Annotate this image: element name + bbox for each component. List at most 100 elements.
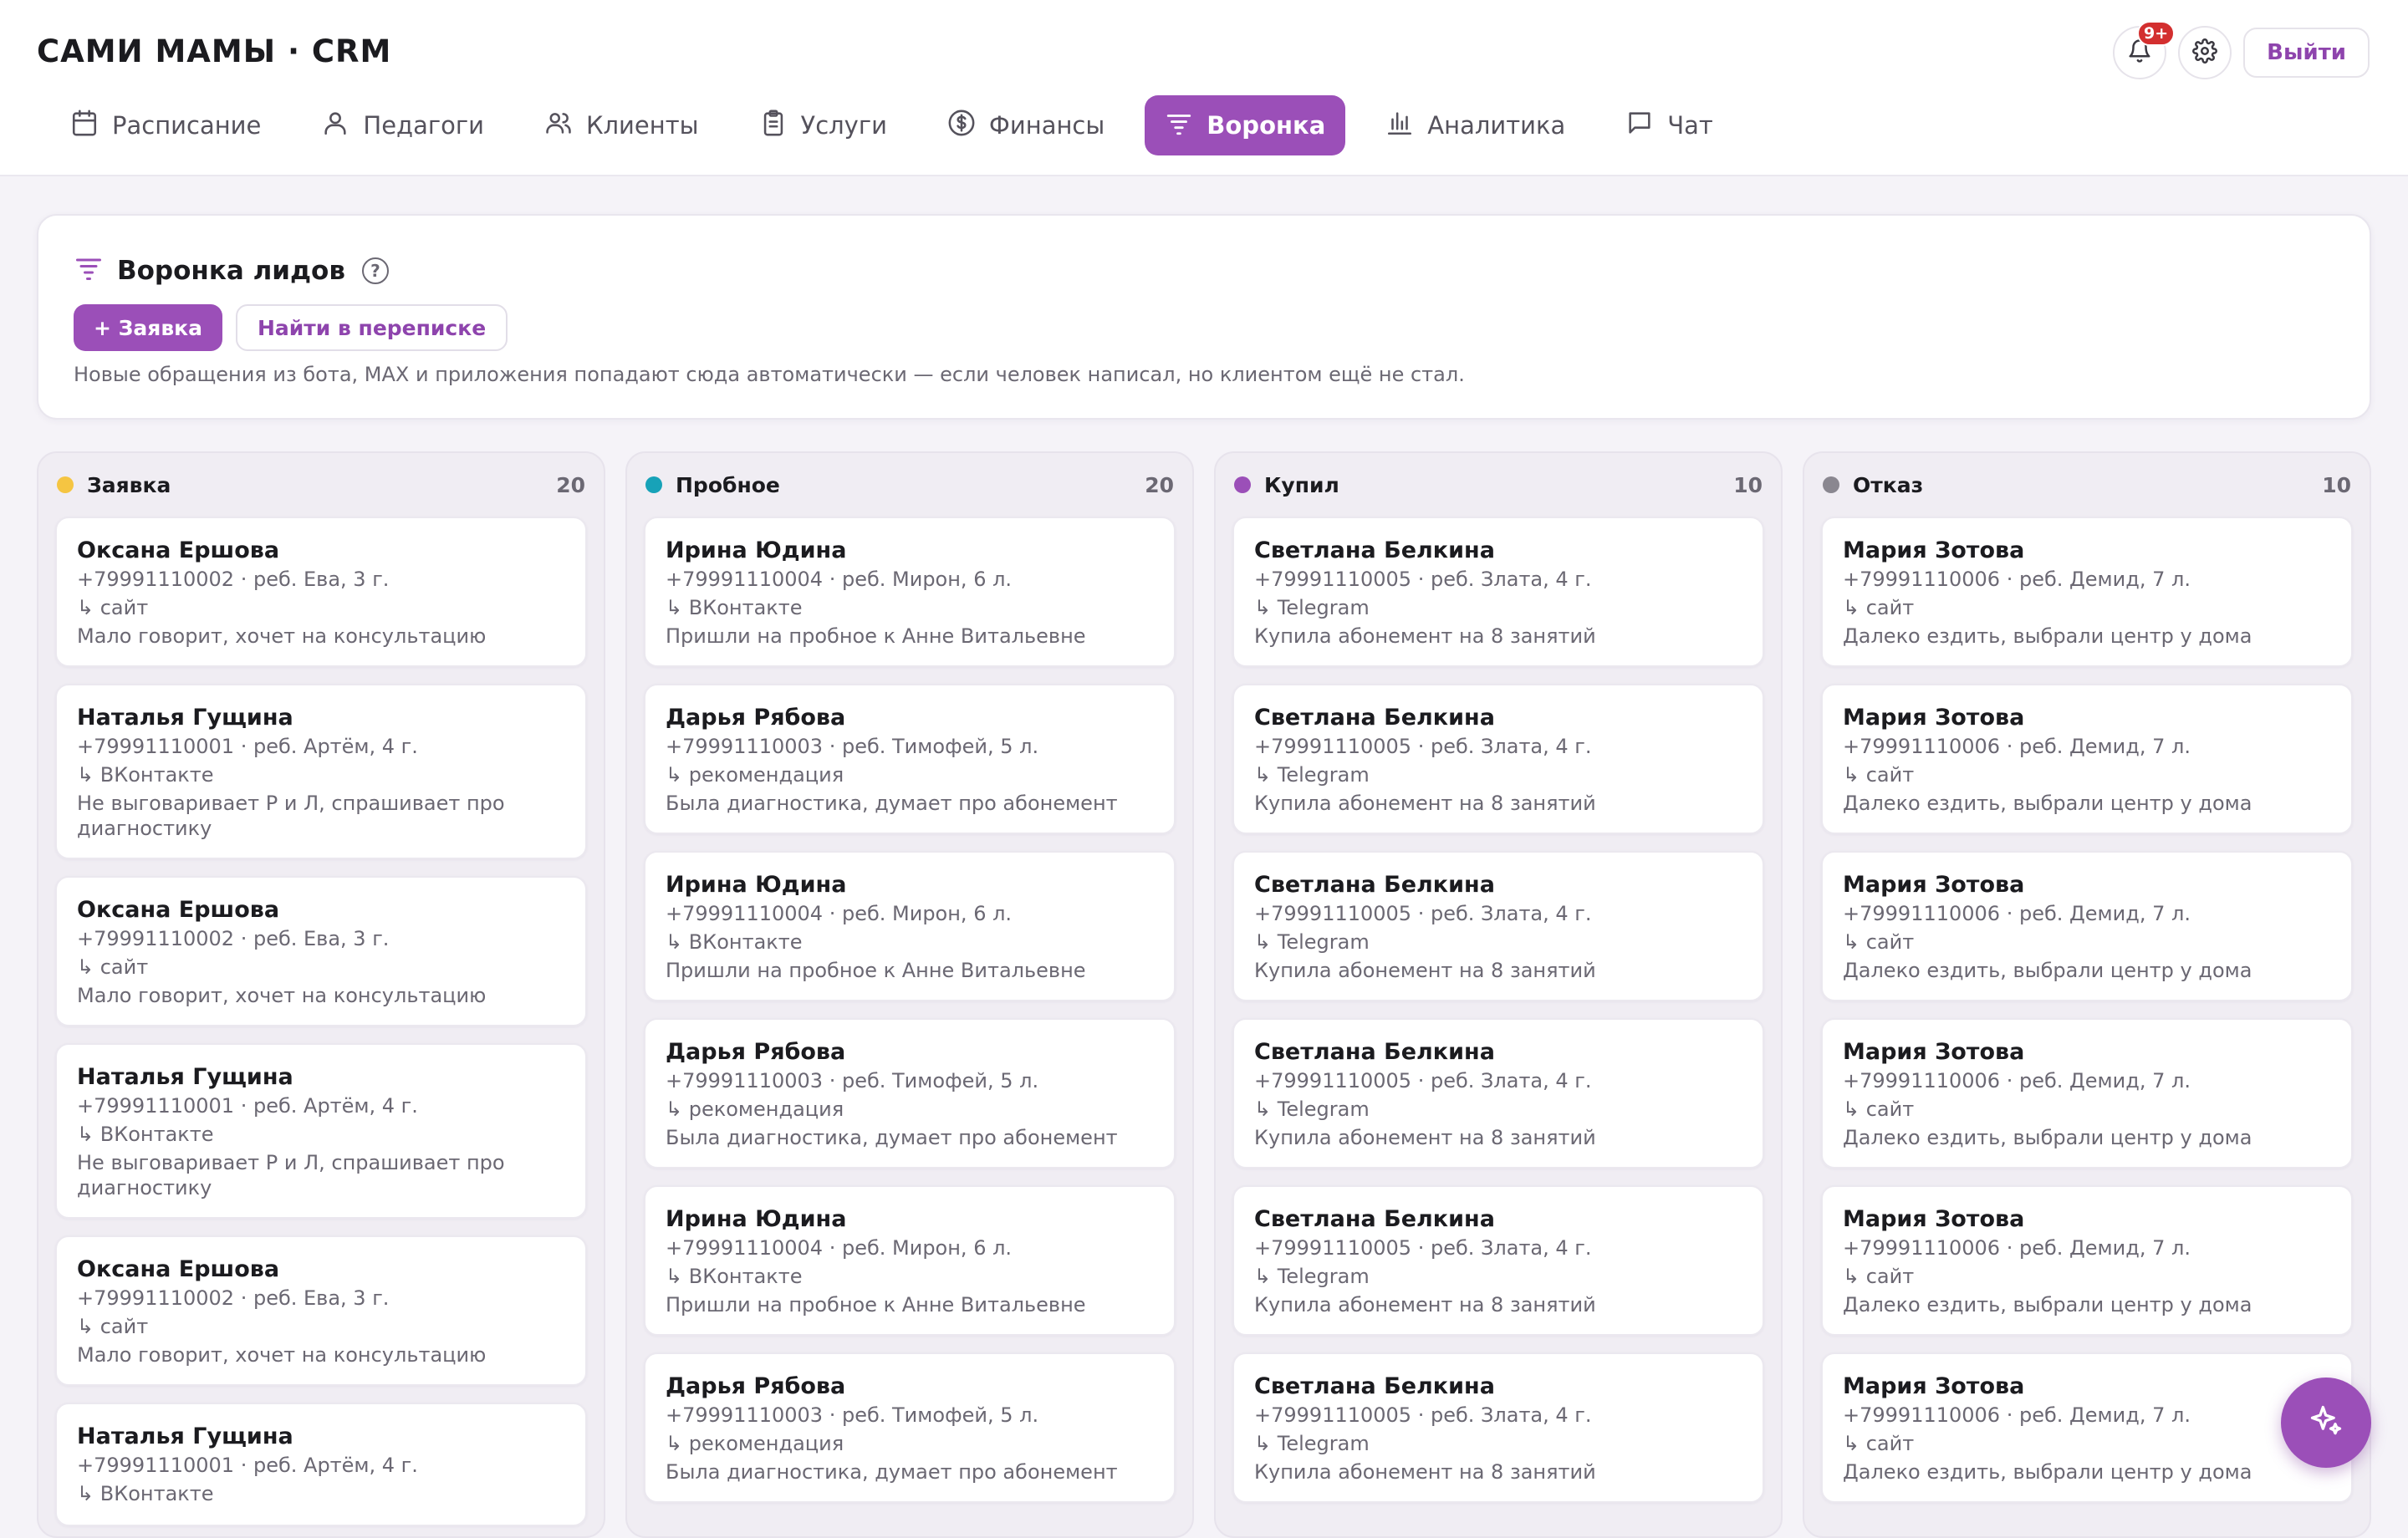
lead-card[interactable]: Светлана Белкина +79991110005 · реб. Зла… [1232,1352,1764,1503]
lead-card[interactable]: Мария Зотова +79991110006 · реб. Демид, … [1821,1185,2353,1336]
lead-card[interactable]: Мария Зотова +79991110006 · реб. Демид, … [1821,1018,2353,1169]
lead-name: Светлана Белкина [1254,1039,1495,1065]
column-header: Купил 10 [1232,453,1764,517]
lead-source: ↳ Telegram [1254,930,1370,954]
find-in-chat-button[interactable]: Найти в переписке [236,304,508,351]
lead-source: ↳ сайт [77,1315,149,1338]
nav-item-funnel[interactable]: Воронка [1145,95,1346,155]
nav-item-schedule[interactable]: Расписание [50,95,281,155]
lead-card[interactable]: Ирина Юдина +79991110004 · реб. Мирон, 6… [644,851,1176,1001]
lead-note: Мало говорит, хочет на консультацию [77,1343,487,1367]
column-trial: Пробное 20 Ирина Юдина +79991110004 · ре… [625,451,1194,1538]
lead-card[interactable]: Оксана Ершова +79991110002 · реб. Ева, 3… [55,1235,587,1386]
lead-meta: +79991110005 · реб. Злата, 4 г. [1254,735,1592,758]
lead-meta: +79991110001 · реб. Артём, 4 г. [77,1454,418,1477]
lead-meta: +79991110005 · реб. Злата, 4 г. [1254,1069,1592,1092]
lead-card[interactable]: Ирина Юдина +79991110004 · реб. Мирон, 6… [644,517,1176,667]
lead-card[interactable]: Дарья Рябова +79991110003 · реб. Тимофей… [644,1352,1176,1503]
lead-card[interactable]: Мария Зотова +79991110006 · реб. Демид, … [1821,517,2353,667]
lead-meta: +79991110004 · реб. Мирон, 6 л. [666,568,1013,591]
lead-meta: +79991110004 · реб. Мирон, 6 л. [666,902,1013,925]
lead-source: ↳ рекомендация [666,1097,844,1121]
lead-card[interactable]: Мария Зотова +79991110006 · реб. Демид, … [1821,851,2353,1001]
lead-note: Была диагностика, думает про абонемент [666,1460,1118,1484]
lead-name: Мария Зотова [1843,1039,2025,1065]
page-title: Воронка лидов [117,256,345,286]
column-count: 10 [2322,472,2351,497]
lead-name: Оксана Ершова [77,897,280,923]
column-title: Пробное [676,472,780,497]
column-count: 10 [1733,472,1763,497]
lead-note: Далеко ездить, выбрали центр у дома [1843,1460,2252,1484]
lead-card[interactable]: Светлана Белкина +79991110005 · реб. Зла… [1232,1185,1764,1336]
lead-meta: +79991110006 · реб. Демид, 7 л. [1843,1236,2191,1260]
lead-note: Далеко ездить, выбрали центр у дома [1843,1126,2252,1149]
lead-name: Наталья Гущина [77,1423,293,1449]
help-icon[interactable]: ? [361,257,389,284]
nav-item-services[interactable]: Услуги [739,95,907,155]
column-title: Отказ [1853,472,1924,497]
lead-name: Светлана Белкина [1254,872,1495,898]
dollar-icon [947,109,976,143]
lead-source: ↳ сайт [1843,1097,1915,1121]
lead-card[interactable]: Наталья Гущина +79991110001 · реб. Артём… [55,1043,587,1219]
nav-item-teachers[interactable]: Педагоги [301,95,504,155]
add-lead-button[interactable]: + Заявка [74,304,222,351]
nav-item-label: Чат [1667,111,1713,140]
notifications-button[interactable]: 9+ [2113,21,2176,79]
nav-item-label: Аналитика [1427,111,1566,140]
lead-source: ↳ рекомендация [666,763,844,787]
logout-button[interactable]: Выйти [2243,28,2370,78]
page-title-row: Воронка лидов ? [74,252,389,289]
top-bar: САМИ МАМЫ · CRM 9+ Выйти Расписание Педа… [0,0,2408,176]
lead-name: Дарья Рябова [666,705,846,731]
lead-card[interactable]: Дарья Рябова +79991110003 · реб. Тимофей… [644,1018,1176,1169]
lead-source: ↳ сайт [1843,763,1915,787]
user-icon [321,109,349,143]
lead-note: Не выговаривает Р и Л, спрашивает про ди… [77,1151,505,1199]
lead-note: Была диагностика, думает про абонемент [666,792,1118,815]
lead-name: Оксана Ершова [77,537,280,563]
lead-name: Дарья Рябова [666,1373,846,1399]
lead-card[interactable]: Светлана Белкина +79991110005 · реб. Зла… [1232,684,1764,834]
column-status-dot [1823,476,1839,493]
kanban-board: Заявка 20 Оксана Ершова +79991110002 · р… [37,451,2371,1538]
lead-name: Мария Зотова [1843,705,2025,731]
lead-name: Светлана Белкина [1254,537,1495,563]
lead-source: ↳ сайт [77,955,149,979]
lead-card[interactable]: Наталья Гущина +79991110001 · реб. Артём… [55,684,587,859]
nav-item-finance[interactable]: Финансы [927,95,1125,155]
column-status-dot [1234,476,1251,493]
lead-card[interactable]: Дарья Рябова +79991110003 · реб. Тимофей… [644,684,1176,834]
column-bought: Купил 10 Светлана Белкина +79991110005 ·… [1214,451,1783,1538]
nav-item-analytics[interactable]: Аналитика [1365,95,1585,155]
lead-card[interactable]: Ирина Юдина +79991110004 · реб. Мирон, 6… [644,1185,1176,1336]
lead-source: ↳ сайт [1843,1265,1915,1288]
lead-note: Пришли на пробное к Анне Витальевне [666,1293,1086,1316]
lead-card[interactable]: Оксана Ершова +79991110002 · реб. Ева, 3… [55,876,587,1026]
settings-button[interactable] [2178,26,2232,79]
lead-source: ↳ Telegram [1254,1097,1370,1121]
lead-card[interactable]: Светлана Белкина +79991110005 · реб. Зла… [1232,1018,1764,1169]
nav-item-chat[interactable]: Чат [1605,95,1733,155]
lead-card[interactable]: Наталья Гущина +79991110001 · реб. Артём… [55,1403,587,1526]
lead-card[interactable]: Светлана Белкина +79991110005 · реб. Зла… [1232,851,1764,1001]
lead-card[interactable]: Мария Зотова +79991110006 · реб. Демид, … [1821,1352,2353,1503]
ai-assistant-button[interactable] [2281,1378,2371,1468]
lead-meta: +79991110002 · реб. Ева, 3 г. [77,568,390,591]
lead-meta: +79991110002 · реб. Ева, 3 г. [77,927,390,950]
nav-item-label: Услуги [800,111,887,140]
lead-note: Далеко ездить, выбрали центр у дома [1843,959,2252,982]
lead-source: ↳ ВКонтакте [666,596,803,619]
funnel-intro-card: Воронка лидов ? + Заявка Найти в перепис… [37,214,2371,420]
lead-meta: +79991110005 · реб. Злата, 4 г. [1254,902,1592,925]
header-actions: 9+ Выйти [2113,21,2370,79]
lead-card[interactable]: Оксана Ершова +79991110002 · реб. Ева, 3… [55,517,587,667]
lead-card[interactable]: Светлана Белкина +79991110005 · реб. Зла… [1232,517,1764,667]
nav-item-clients[interactable]: Клиенты [524,95,719,155]
lead-source: ↳ Telegram [1254,596,1370,619]
lead-card[interactable]: Мария Зотова +79991110006 · реб. Демид, … [1821,684,2353,834]
lead-note: Купила абонемент на 8 занятий [1254,1293,1596,1316]
lead-note: Купила абонемент на 8 занятий [1254,624,1596,648]
lead-name: Светлана Белкина [1254,705,1495,731]
